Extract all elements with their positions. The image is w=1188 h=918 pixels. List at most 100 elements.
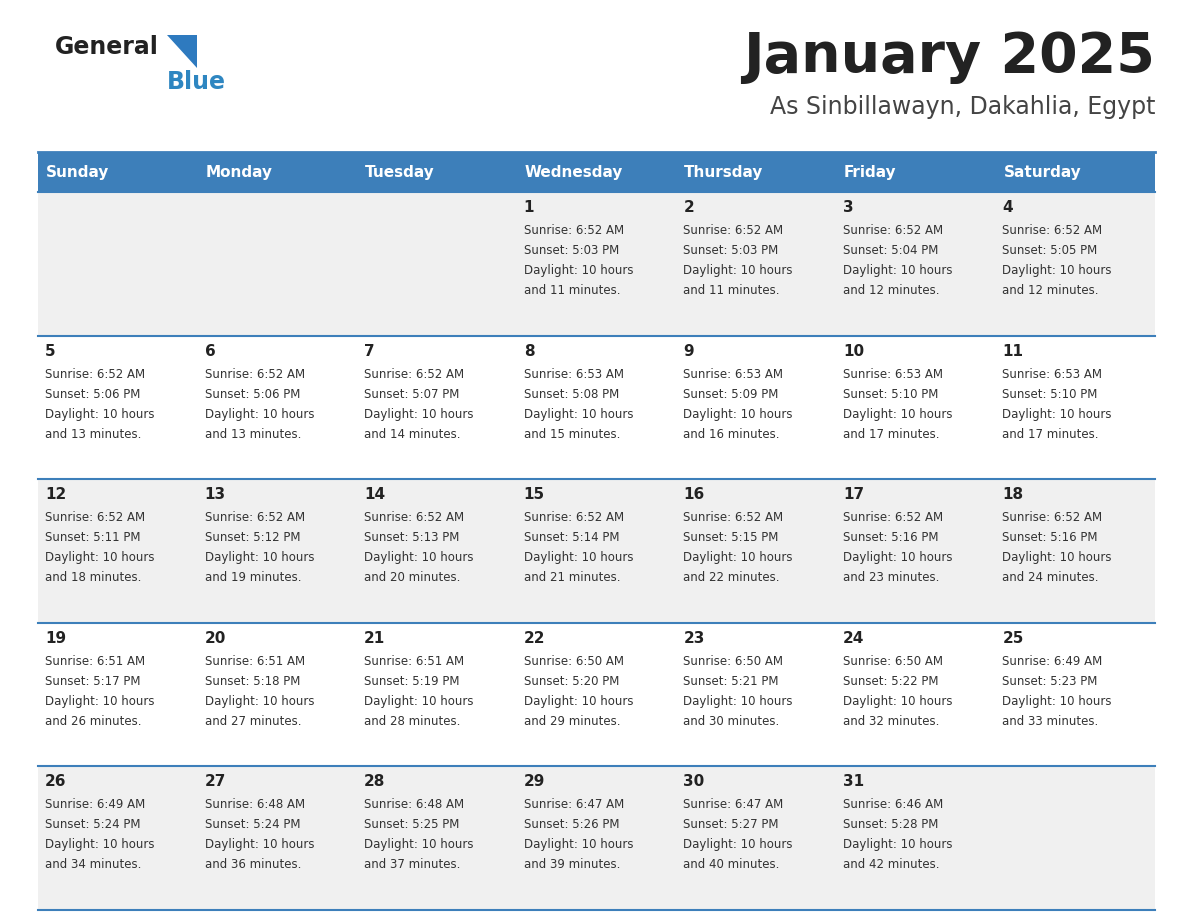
- Text: and 29 minutes.: and 29 minutes.: [524, 715, 620, 728]
- Text: Sunrise: 6:50 AM: Sunrise: 6:50 AM: [842, 655, 943, 667]
- Text: Sunrise: 6:52 AM: Sunrise: 6:52 AM: [683, 224, 783, 237]
- Text: 30: 30: [683, 775, 704, 789]
- Text: Sunset: 5:19 PM: Sunset: 5:19 PM: [365, 675, 460, 688]
- Text: Sunset: 5:10 PM: Sunset: 5:10 PM: [842, 387, 939, 400]
- Text: Daylight: 10 hours: Daylight: 10 hours: [524, 264, 633, 277]
- Text: Daylight: 10 hours: Daylight: 10 hours: [524, 551, 633, 565]
- Bar: [38, 767, 1155, 910]
- Text: Daylight: 10 hours: Daylight: 10 hours: [683, 695, 792, 708]
- Text: Daylight: 10 hours: Daylight: 10 hours: [524, 408, 633, 420]
- Text: Sunrise: 6:52 AM: Sunrise: 6:52 AM: [365, 511, 465, 524]
- Text: Daylight: 10 hours: Daylight: 10 hours: [365, 551, 474, 565]
- Text: 10: 10: [842, 343, 864, 359]
- Text: Sunset: 5:20 PM: Sunset: 5:20 PM: [524, 675, 619, 688]
- Text: 16: 16: [683, 487, 704, 502]
- Text: Daylight: 10 hours: Daylight: 10 hours: [683, 264, 792, 277]
- Bar: [38, 622, 1155, 767]
- Text: Tuesday: Tuesday: [365, 164, 435, 180]
- Text: Daylight: 10 hours: Daylight: 10 hours: [365, 695, 474, 708]
- Text: Daylight: 10 hours: Daylight: 10 hours: [683, 408, 792, 420]
- Text: 13: 13: [204, 487, 226, 502]
- Text: Sunset: 5:04 PM: Sunset: 5:04 PM: [842, 244, 939, 257]
- Text: and 18 minutes.: and 18 minutes.: [45, 571, 141, 584]
- Text: and 16 minutes.: and 16 minutes.: [683, 428, 779, 441]
- Text: Sunrise: 6:52 AM: Sunrise: 6:52 AM: [1003, 511, 1102, 524]
- Text: 9: 9: [683, 343, 694, 359]
- Text: Friday: Friday: [843, 164, 897, 180]
- Text: Sunset: 5:23 PM: Sunset: 5:23 PM: [1003, 675, 1098, 688]
- Text: Sunrise: 6:48 AM: Sunrise: 6:48 AM: [365, 799, 465, 812]
- Text: Saturday: Saturday: [1004, 164, 1081, 180]
- Text: Blue: Blue: [168, 70, 226, 94]
- Text: and 28 minutes.: and 28 minutes.: [365, 715, 461, 728]
- Bar: [38, 479, 1155, 622]
- Text: Daylight: 10 hours: Daylight: 10 hours: [45, 408, 154, 420]
- Text: and 17 minutes.: and 17 minutes.: [842, 428, 940, 441]
- Text: Sunrise: 6:52 AM: Sunrise: 6:52 AM: [204, 367, 304, 381]
- Text: Daylight: 10 hours: Daylight: 10 hours: [204, 838, 314, 851]
- Text: 14: 14: [365, 487, 385, 502]
- Text: Sunrise: 6:53 AM: Sunrise: 6:53 AM: [1003, 367, 1102, 381]
- Text: Daylight: 10 hours: Daylight: 10 hours: [683, 838, 792, 851]
- Text: Daylight: 10 hours: Daylight: 10 hours: [842, 264, 953, 277]
- Text: and 11 minutes.: and 11 minutes.: [524, 284, 620, 297]
- Text: Sunset: 5:16 PM: Sunset: 5:16 PM: [1003, 532, 1098, 544]
- Text: Sunset: 5:18 PM: Sunset: 5:18 PM: [204, 675, 299, 688]
- Text: and 32 minutes.: and 32 minutes.: [842, 715, 940, 728]
- Text: Sunset: 5:24 PM: Sunset: 5:24 PM: [204, 819, 301, 832]
- Text: and 40 minutes.: and 40 minutes.: [683, 858, 779, 871]
- Text: Sunset: 5:10 PM: Sunset: 5:10 PM: [1003, 387, 1098, 400]
- Text: Sunrise: 6:52 AM: Sunrise: 6:52 AM: [1003, 224, 1102, 237]
- Text: Sunset: 5:27 PM: Sunset: 5:27 PM: [683, 819, 779, 832]
- Text: Sunrise: 6:51 AM: Sunrise: 6:51 AM: [45, 655, 145, 667]
- Text: 24: 24: [842, 631, 864, 645]
- Text: Sunrise: 6:46 AM: Sunrise: 6:46 AM: [842, 799, 943, 812]
- Text: 1: 1: [524, 200, 535, 215]
- Text: Sunrise: 6:52 AM: Sunrise: 6:52 AM: [45, 367, 145, 381]
- Text: Sunset: 5:03 PM: Sunset: 5:03 PM: [683, 244, 778, 257]
- Text: Sunrise: 6:52 AM: Sunrise: 6:52 AM: [524, 511, 624, 524]
- Text: 27: 27: [204, 775, 226, 789]
- Text: and 12 minutes.: and 12 minutes.: [842, 284, 940, 297]
- Text: and 30 minutes.: and 30 minutes.: [683, 715, 779, 728]
- Text: Daylight: 10 hours: Daylight: 10 hours: [524, 838, 633, 851]
- Text: and 15 minutes.: and 15 minutes.: [524, 428, 620, 441]
- Text: Daylight: 10 hours: Daylight: 10 hours: [842, 408, 953, 420]
- Text: Sunset: 5:11 PM: Sunset: 5:11 PM: [45, 532, 140, 544]
- Text: Sunrise: 6:52 AM: Sunrise: 6:52 AM: [524, 224, 624, 237]
- Text: and 23 minutes.: and 23 minutes.: [842, 571, 940, 584]
- Text: Daylight: 10 hours: Daylight: 10 hours: [842, 551, 953, 565]
- Bar: [38, 336, 1155, 479]
- Text: and 33 minutes.: and 33 minutes.: [1003, 715, 1099, 728]
- Text: 15: 15: [524, 487, 545, 502]
- Text: Sunset: 5:28 PM: Sunset: 5:28 PM: [842, 819, 939, 832]
- Text: Daylight: 10 hours: Daylight: 10 hours: [45, 838, 154, 851]
- Text: Monday: Monday: [206, 164, 272, 180]
- Text: 28: 28: [365, 775, 386, 789]
- Text: Daylight: 10 hours: Daylight: 10 hours: [1003, 264, 1112, 277]
- Text: 12: 12: [45, 487, 67, 502]
- Text: 31: 31: [842, 775, 864, 789]
- Text: Sunset: 5:08 PM: Sunset: 5:08 PM: [524, 387, 619, 400]
- Text: Thursday: Thursday: [684, 164, 764, 180]
- Text: Daylight: 10 hours: Daylight: 10 hours: [683, 551, 792, 565]
- Text: Sunset: 5:16 PM: Sunset: 5:16 PM: [842, 532, 939, 544]
- Text: 26: 26: [45, 775, 67, 789]
- Text: 22: 22: [524, 631, 545, 645]
- Text: Sunrise: 6:50 AM: Sunrise: 6:50 AM: [524, 655, 624, 667]
- Polygon shape: [168, 35, 197, 68]
- Text: Sunrise: 6:52 AM: Sunrise: 6:52 AM: [204, 511, 304, 524]
- Text: Daylight: 10 hours: Daylight: 10 hours: [1003, 695, 1112, 708]
- Text: Sunset: 5:15 PM: Sunset: 5:15 PM: [683, 532, 778, 544]
- Text: 25: 25: [1003, 631, 1024, 645]
- Text: and 39 minutes.: and 39 minutes.: [524, 858, 620, 871]
- Text: Daylight: 10 hours: Daylight: 10 hours: [365, 838, 474, 851]
- Text: General: General: [55, 35, 159, 59]
- Text: Daylight: 10 hours: Daylight: 10 hours: [204, 408, 314, 420]
- Text: 6: 6: [204, 343, 215, 359]
- Text: and 27 minutes.: and 27 minutes.: [204, 715, 301, 728]
- Text: Sunrise: 6:47 AM: Sunrise: 6:47 AM: [683, 799, 784, 812]
- Text: 4: 4: [1003, 200, 1013, 215]
- Bar: [38, 192, 1155, 336]
- Text: Daylight: 10 hours: Daylight: 10 hours: [45, 695, 154, 708]
